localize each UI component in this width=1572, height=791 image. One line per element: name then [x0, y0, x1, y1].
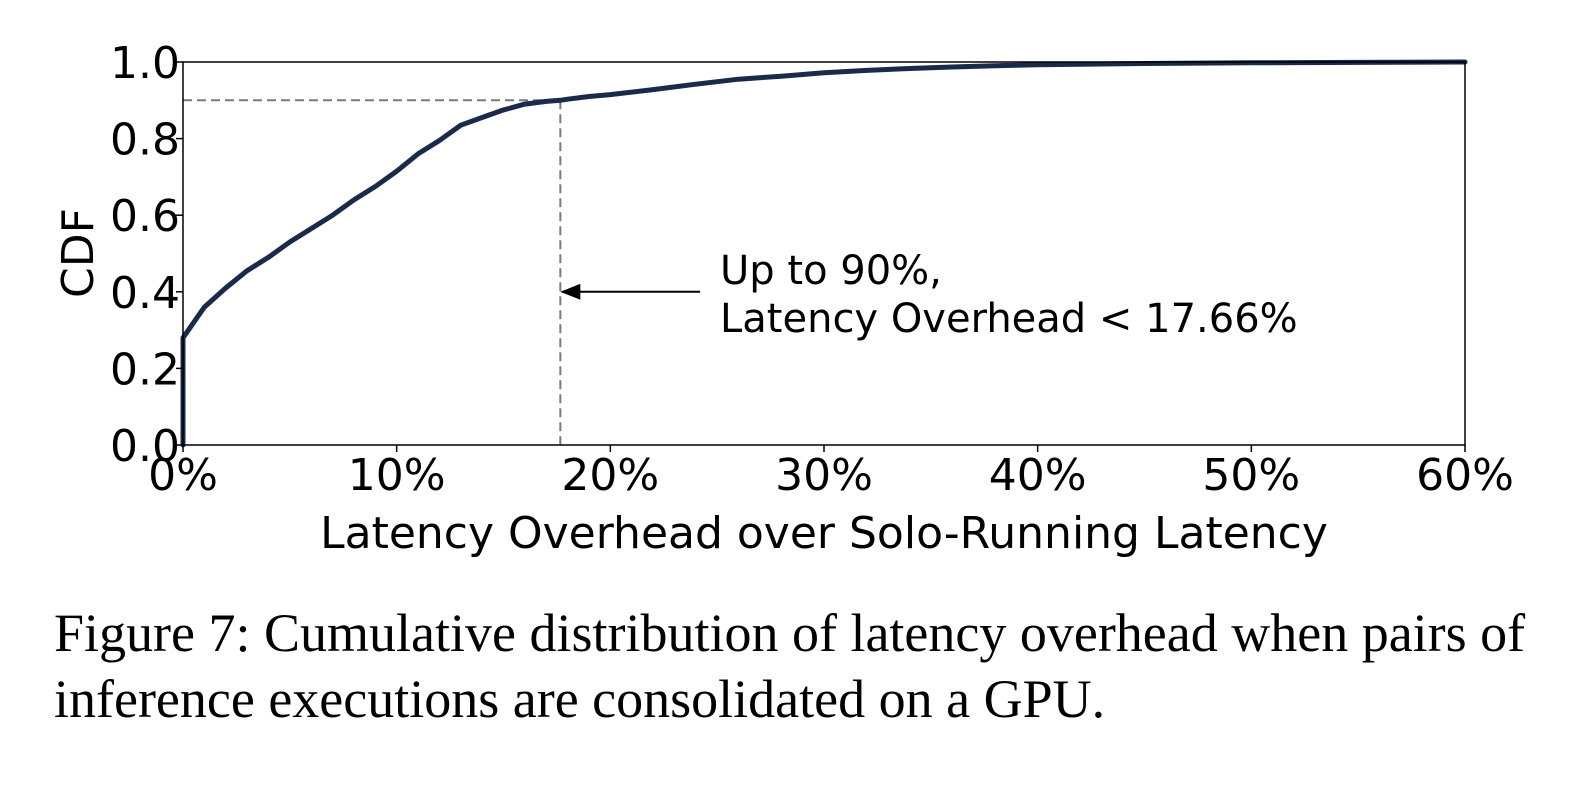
y-tick-label: 0.4 — [110, 268, 180, 319]
x-tick-label: 0% — [148, 450, 218, 501]
y-axis-label: CDF — [53, 208, 104, 298]
x-tick-label: 20% — [561, 450, 659, 501]
annotation-line-1: Up to 90%, — [720, 248, 942, 294]
annotation-line-2: Latency Overhead < 17.66% — [720, 296, 1298, 342]
x-tick-label: 40% — [989, 450, 1087, 501]
x-axis-label: Latency Overhead over Solo-Running Laten… — [320, 508, 1328, 559]
cdf-chart: 0% 10% 20% 30% 40% 50% 60% 0.0 0.2 0.4 0.6 0.8 1.0 C… — [53, 38, 1514, 559]
x-tick-label: 30% — [775, 450, 873, 501]
y-tick-label: 0.8 — [110, 115, 180, 166]
y-tick-label: 0.6 — [110, 191, 180, 242]
x-tick-label: 10% — [348, 450, 446, 501]
x-tick-label: 60% — [1416, 450, 1514, 501]
y-tick-label: 1.0 — [110, 38, 180, 89]
y-tick-label: 0.0 — [110, 421, 180, 472]
x-tick-label: 50% — [1202, 450, 1300, 501]
y-tick-label: 0.2 — [110, 344, 180, 395]
cdf-series-line — [180, 59, 1468, 448]
figure-caption: Figure 7: Cumulative distribution of lat… — [54, 603, 1526, 729]
